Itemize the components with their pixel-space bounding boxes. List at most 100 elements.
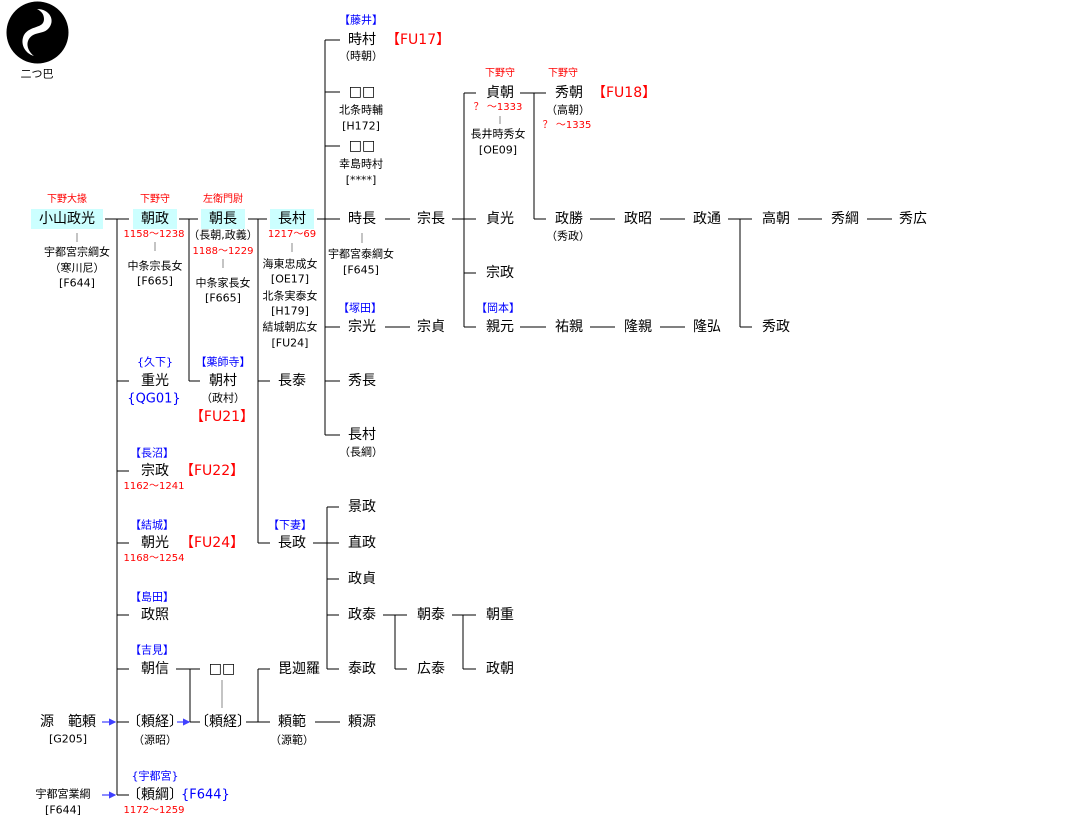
dates: ？ ～1333 — [473, 102, 523, 113]
mother: 幸島時村 — [339, 157, 383, 171]
ref-code: 【FU17】 — [386, 32, 451, 48]
spouse-ref: [OE09] — [478, 143, 518, 157]
person-sadamitsu: 貞光 — [486, 211, 514, 227]
person-takachika: 隆親 — [624, 319, 652, 335]
alias: （長朝,政義） — [188, 228, 258, 242]
person-nagayasu: 長泰 — [278, 373, 306, 389]
person-tomomitsu: 朝光 — [141, 535, 169, 551]
office-title: 下野守 — [485, 68, 515, 79]
spouse: 北条実泰女 — [262, 289, 318, 303]
ref-code: {F644} — [181, 787, 230, 803]
clan-name: 【岡本】 — [476, 301, 520, 315]
ref-code: [G205] — [48, 732, 88, 746]
futatsu-tomoe-crest-icon — [6, 1, 69, 64]
person-noriyori: 源 範頼 — [40, 714, 96, 730]
person-tomoyasu: 朝泰 — [417, 607, 445, 623]
person-munenaga: 宗長 — [417, 211, 445, 227]
spouse: 結城朝広女 — [262, 320, 318, 334]
clan-name: 【下妻】 — [268, 518, 312, 532]
office-title: 下野大掾 — [47, 194, 87, 205]
alias: （時朝） — [339, 49, 383, 63]
person-yoritsune-2: 〔頼経〕 — [195, 714, 251, 730]
person-tokinaga: 時長 — [348, 211, 376, 227]
ref-code: 【FU21】 — [189, 409, 255, 425]
person-hidehiro: 秀広 — [899, 211, 927, 227]
dates: 1168～1254 — [123, 553, 185, 564]
person-hiroyasu: 広泰 — [417, 661, 445, 677]
person-tomonobu: 朝信 — [141, 661, 169, 677]
person-masayasu: 政泰 — [348, 607, 376, 623]
person-yoritsune: 〔頼経〕 — [127, 714, 183, 730]
spouse-alias: （寒川尼） — [49, 261, 105, 275]
clan-name: 【吉見】 — [130, 643, 174, 657]
person-munemitsu: 宗光 — [348, 319, 376, 335]
person-yorinori: 頼範 — [278, 714, 306, 730]
person-tomonaga: 朝長 — [201, 209, 245, 229]
person-takahiro: 隆弘 — [693, 319, 721, 335]
person-naomasa: 直政 — [348, 535, 376, 551]
person-naritsuna: 宇都宮業綱 — [35, 787, 91, 801]
spouse: 海東忠成女 — [262, 257, 318, 271]
person-yorimoto: 頼源 — [348, 714, 376, 730]
person-unknown: □□ — [348, 138, 376, 154]
person-yoritsuna: 〔頼綱〕 — [127, 787, 183, 803]
mother-ref: [****] — [345, 173, 377, 187]
alias: （秀政） — [546, 229, 590, 243]
spouse: 中条家長女 — [195, 276, 251, 290]
office-title: 下野守 — [548, 68, 578, 79]
person-masasada: 政貞 — [348, 571, 376, 587]
person-hidetomo: 秀朝 — [555, 85, 583, 101]
person-masakatsu: 政勝 — [555, 211, 583, 227]
spouse: 宇都宮泰綱女 — [328, 247, 394, 261]
person-tomomasa: 朝政 — [133, 209, 177, 229]
person-nagamasa: 長政 — [278, 535, 306, 551]
dates: 1217～69 — [267, 229, 317, 240]
spouse-ref: [F645] — [343, 263, 379, 277]
mother-ref: [H172] — [342, 119, 380, 133]
ref-code: 【FU22】 — [180, 463, 245, 479]
person-tomomura: 朝村 — [209, 373, 237, 389]
person-masamitsu: 小山政光 — [31, 209, 103, 229]
clan-name: 【長沼】 — [130, 446, 174, 460]
spouse-ref: [F665] — [137, 274, 173, 288]
clan-name: 【塚田】 — [338, 301, 382, 315]
person-munesada: 宗貞 — [417, 319, 445, 335]
spouse: 長井時秀女 — [470, 127, 526, 141]
person-unknown: □□ — [208, 661, 236, 677]
ref-code: 【FU24】 — [180, 535, 245, 551]
alias: （政村） — [201, 391, 245, 405]
person-takatomo: 高朝 — [762, 211, 790, 227]
person-hidemasa: 秀政 — [762, 319, 790, 335]
spouse-ref: [F665] — [205, 291, 241, 305]
dates: 1172～1259 — [123, 805, 185, 816]
dates: 1162～1241 — [123, 481, 185, 492]
office-title: 下野守 — [140, 194, 170, 205]
person-tokimura: 時村 — [348, 32, 376, 48]
spouse: 宇都宮宗綱女 — [44, 245, 110, 259]
person-tomoshige: 朝重 — [486, 607, 514, 623]
ref-code: [F644] — [45, 803, 81, 817]
spouse: 中条宗長女 — [127, 259, 183, 273]
alias: （源昭） — [133, 733, 177, 747]
office-title: 左衛門尉 — [203, 194, 243, 205]
person-masamichi: 政通 — [693, 211, 721, 227]
person-sadatomo: 貞朝 — [486, 85, 514, 101]
clan-name: {久下} — [137, 355, 173, 369]
person-hidenaga: 秀長 — [348, 373, 376, 389]
person-nagamura: 長村 — [270, 209, 314, 229]
ref-code: {QG01} — [127, 391, 181, 407]
clan-name: 【結城】 — [130, 518, 174, 532]
person-sukechika: 祐親 — [555, 319, 583, 335]
person-unknown: □□ — [348, 84, 376, 100]
mother: 北条時輔 — [339, 103, 383, 117]
ref-code: 【FU18】 — [592, 85, 657, 101]
person-masaaki: 政昭 — [624, 211, 652, 227]
clan-name: 【藤井】 — [339, 13, 383, 27]
alias: （源範） — [270, 733, 314, 747]
person-hidetsuna: 秀綱 — [831, 211, 859, 227]
person-munemasa: 宗政 — [141, 463, 169, 479]
person-munemasa: 宗政 — [486, 265, 514, 281]
spouse-ref: [OE17] — [270, 272, 310, 286]
